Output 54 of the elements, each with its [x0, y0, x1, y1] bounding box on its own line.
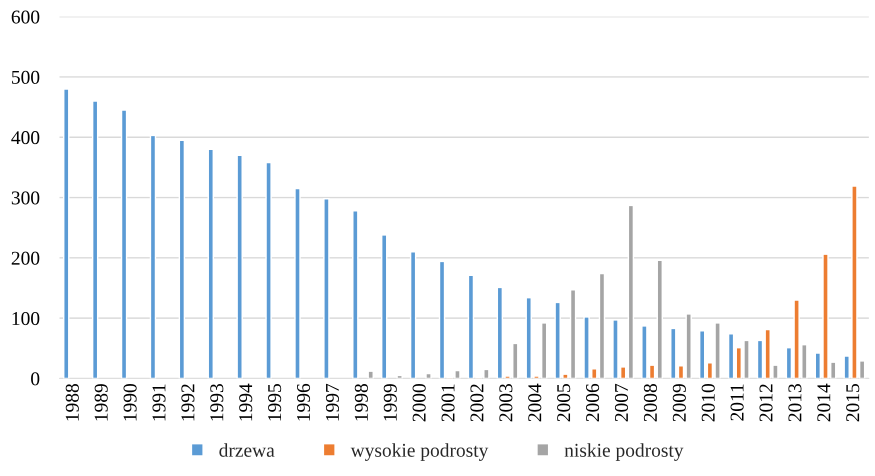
x-tick-label: 2014: [817, 384, 830, 422]
bar: [92, 100, 98, 378]
bar: [381, 234, 388, 378]
y-tick-label: 0: [31, 372, 40, 386]
bar: [396, 374, 403, 378]
x-tick-label: 2007: [614, 384, 628, 422]
legend-label: wysokie podrosty: [350, 443, 488, 461]
x-tick-label: 1997: [326, 384, 339, 420]
bar: [425, 372, 432, 378]
bar: [410, 251, 416, 378]
x-tick-label: 2015: [846, 384, 860, 422]
y-tick-label: 200: [12, 252, 40, 265]
x-tick-label: 2001: [441, 384, 455, 422]
x-tick-label: 2005: [557, 384, 570, 422]
y-tick-label: 500: [12, 70, 40, 84]
legend-label: niskie podrosty: [564, 443, 684, 461]
x-tick-label: 2006: [586, 384, 600, 422]
y-tick-label: 600: [12, 10, 40, 24]
x-tick-label: 1992: [181, 384, 194, 420]
bar: [120, 109, 128, 378]
x-tick-label: 1990: [124, 384, 137, 420]
bar: [236, 154, 243, 378]
x-tick-label: 1989: [94, 384, 108, 420]
x-tick-label: 2000: [412, 384, 426, 422]
bar: [368, 370, 374, 378]
y-tick-label: 400: [11, 131, 40, 144]
bar: [265, 162, 272, 378]
x-tick-label: 2003: [499, 384, 512, 422]
bar: [208, 148, 214, 378]
x-tick-label: 2002: [470, 384, 484, 422]
x-tick-label: 2004: [528, 384, 542, 422]
bar: [352, 210, 359, 378]
x-tick-label: 1999: [384, 384, 397, 420]
x-tick-label: 2010: [702, 384, 715, 422]
x-tick-label: 1994: [239, 384, 252, 420]
x-tick-label: 1996: [297, 384, 310, 420]
x-tick-label: 1991: [152, 384, 166, 420]
bar: [294, 188, 301, 378]
bar: [178, 140, 186, 378]
x-tick-label: 1995: [268, 384, 282, 420]
bar: [150, 134, 156, 378]
x-tick-label: 2009: [672, 384, 686, 422]
legend-label: drzewa: [219, 443, 275, 457]
x-tick-label: 1993: [210, 384, 224, 420]
x-tick-label: 1988: [66, 384, 79, 420]
x-tick-label: 2008: [644, 384, 657, 422]
x-tick-label: 2013: [788, 384, 802, 422]
bar: [323, 198, 330, 378]
bar: [63, 88, 70, 378]
x-tick-label: 2012: [759, 384, 773, 422]
x-tick-label: 1998: [354, 384, 368, 420]
x-tick-label: 2011: [730, 384, 744, 421]
y-tick-label: 300: [12, 191, 40, 204]
y-tick-label: 100: [12, 312, 40, 326]
